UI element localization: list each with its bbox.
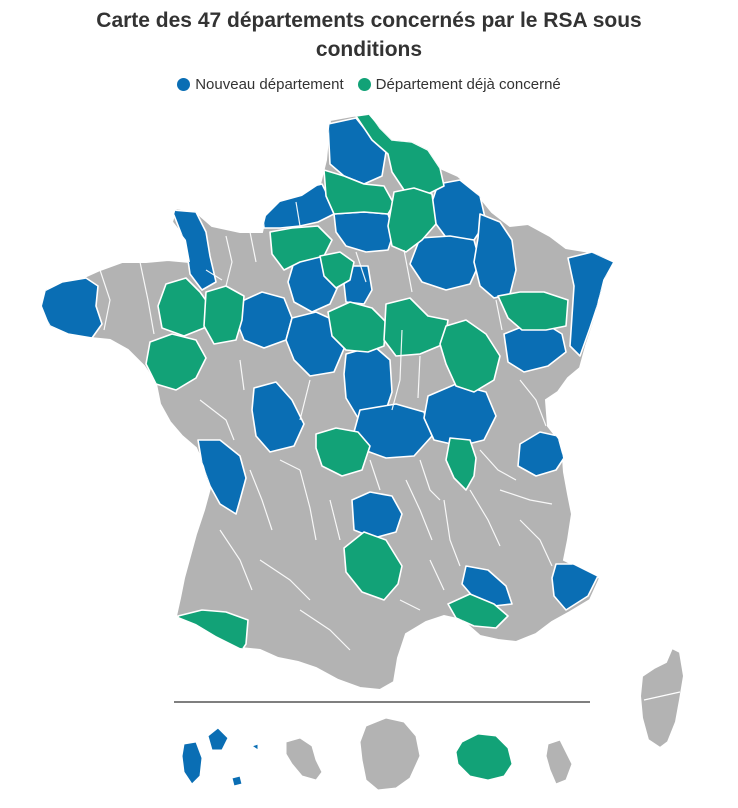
dept-loire-atlantique (145, 333, 207, 391)
dept-savoie-area (517, 431, 565, 477)
legend: Nouveau département Département déjà con… (0, 76, 738, 93)
corsica (638, 646, 686, 750)
legend-dot-new-icon (177, 78, 191, 91)
dept-ardennes-area (387, 187, 437, 253)
map-title: Carte des 47 départements concernés par … (96, 9, 642, 61)
legend-dot-existing-icon (357, 78, 371, 91)
dept-haute-saone-area (497, 291, 569, 331)
legend-item-existing: Département déjà concerné (357, 76, 561, 93)
dept-bas-rhin (567, 251, 615, 357)
dept-loire (445, 437, 477, 491)
dept-cantal-area (351, 491, 403, 539)
dept-ille-vilaine (157, 277, 211, 337)
martinique (285, 737, 323, 781)
dept-pas-de-calais-east (355, 114, 445, 195)
corsica-border (643, 691, 681, 701)
dept-loiret (327, 301, 387, 353)
legend-label-existing: Département déjà concerné (375, 76, 561, 93)
dept-orne-area (319, 251, 355, 289)
dept-vienne (251, 381, 305, 453)
la-reunion (455, 733, 513, 781)
dept-mayenne-area (203, 285, 245, 345)
dept-pyrenees-atlantiques (177, 609, 249, 657)
dept-marne-area (409, 235, 481, 291)
legend-label-new: Nouveau département (195, 76, 344, 93)
dept-haute-vienne-area (315, 427, 371, 477)
guadeloupe (181, 727, 259, 787)
dept-saone-loire (423, 383, 497, 447)
dept-aveyron-area (343, 531, 403, 601)
dept-border-lines (99, 201, 553, 651)
mayotte (545, 739, 573, 785)
legend-item-new: Nouveau département (177, 76, 344, 93)
guyane (359, 717, 421, 791)
dept-cote-or-area (439, 319, 501, 393)
dept-bouches-rhone (447, 593, 509, 629)
